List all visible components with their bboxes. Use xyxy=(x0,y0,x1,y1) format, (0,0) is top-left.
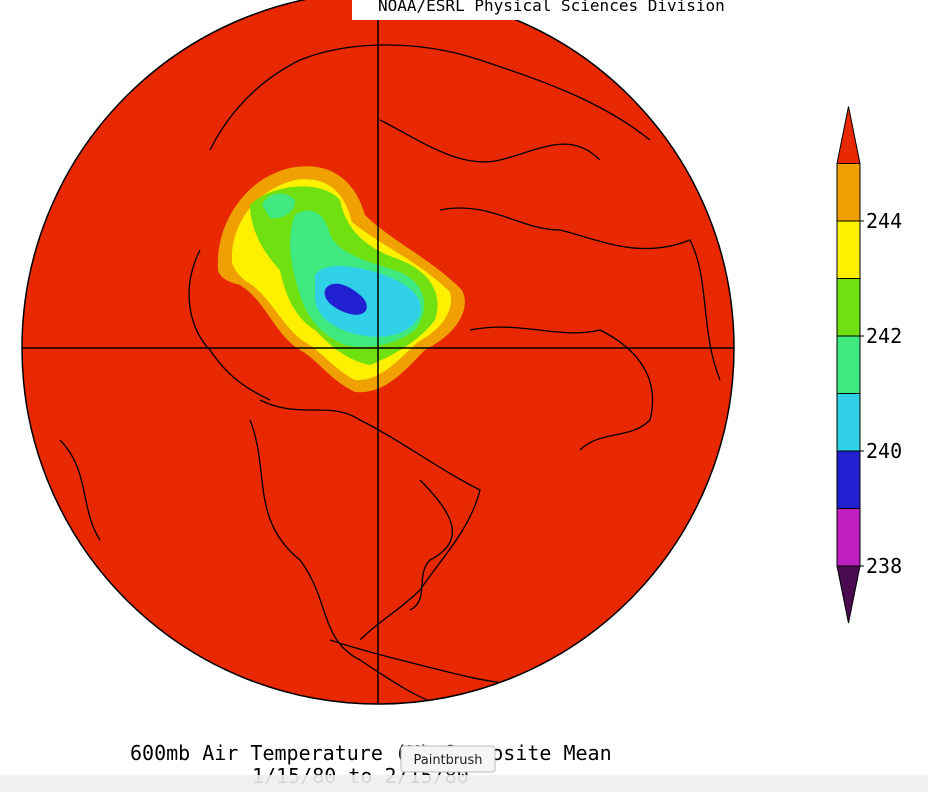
tooltip-box xyxy=(400,745,496,773)
colorbar-segment xyxy=(836,393,861,452)
colorbar-segment xyxy=(836,220,861,279)
tooltip-label: Paintbrush xyxy=(413,753,482,768)
colorbar-segment xyxy=(836,508,861,567)
status-bar xyxy=(0,775,928,792)
tooltip: Paintbrush xyxy=(400,745,496,773)
source-label: NOAA/ESRL Physical Sciences Division xyxy=(378,0,725,15)
colorbar-segment xyxy=(836,335,861,394)
contour xyxy=(315,266,421,337)
header-box xyxy=(352,0,732,20)
colorbar-segment xyxy=(836,278,861,337)
tick-label: 244 xyxy=(866,209,902,233)
map xyxy=(21,0,735,705)
colorbar-segment xyxy=(836,106,861,164)
colorbar-segment xyxy=(836,450,861,509)
colorbar: 238 240 242 244 xyxy=(836,106,902,624)
colorbar-segment xyxy=(836,163,861,222)
tick-label: 238 xyxy=(866,554,902,578)
tick-label: 240 xyxy=(866,439,902,463)
colorbar-segment xyxy=(836,565,861,624)
contour xyxy=(262,193,296,219)
map-title: 600mb Air Temperature (K) Composite Mean xyxy=(130,741,612,765)
field xyxy=(217,166,465,393)
tick-label: 242 xyxy=(866,324,902,348)
contour xyxy=(324,283,367,315)
